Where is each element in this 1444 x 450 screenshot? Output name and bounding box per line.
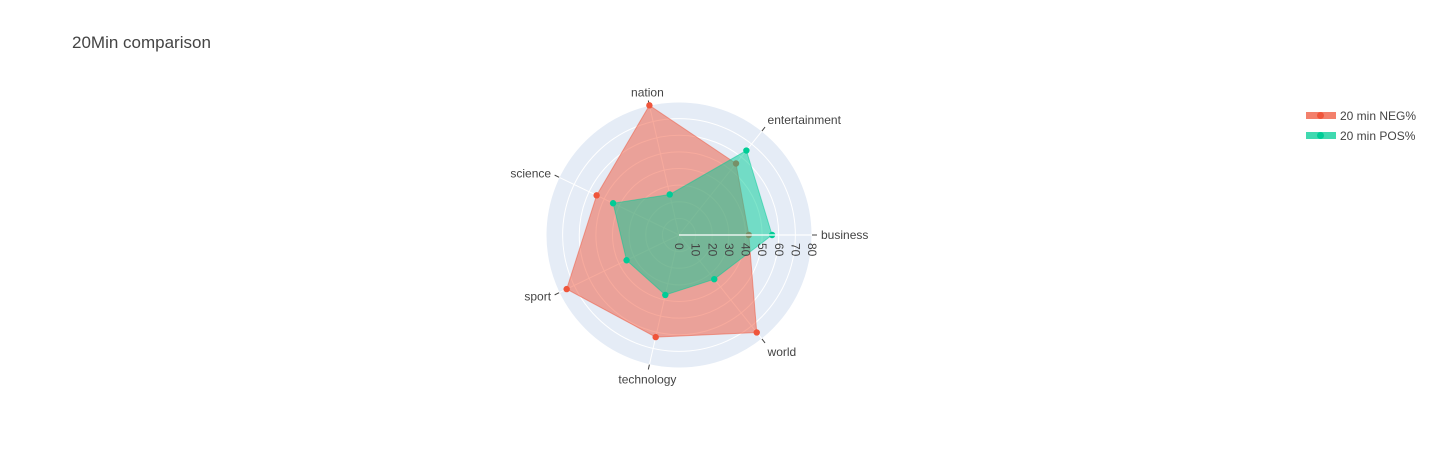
angular-tick-sport	[554, 292, 560, 296]
legend-item-pos[interactable]: 20 min POS%	[1304, 126, 1416, 146]
radial-tick-label: 30	[722, 243, 736, 257]
series-0-point-sport	[563, 285, 570, 293]
series-1-point-world	[711, 275, 718, 283]
series-0-point-technology	[652, 333, 659, 341]
category-label-sport: sport	[524, 290, 551, 304]
legend-label-pos: 20 min POS%	[1340, 129, 1416, 143]
radial-tick-label: 0	[672, 243, 686, 250]
radial-tick-label: 80	[805, 243, 819, 257]
category-label-science: science	[510, 166, 551, 180]
series-0-point-nation	[646, 102, 653, 109]
legend-item-neg[interactable]: 20 min NEG%	[1304, 106, 1416, 126]
legend-label-neg: 20 min NEG%	[1340, 109, 1417, 123]
legend-swatch-neg-icon	[1304, 106, 1336, 126]
series-1-point-entertainment	[743, 147, 750, 154]
radial-tick-label: 40	[739, 243, 753, 257]
angular-tick-world	[761, 338, 766, 344]
category-label-technology: technology	[618, 372, 676, 386]
series-area-1	[612, 149, 773, 296]
radial-tick-label: 70	[788, 243, 802, 257]
category-label-nation: nation	[631, 86, 664, 100]
legend-swatch-pos-icon	[1304, 126, 1336, 146]
category-label-world: world	[767, 345, 797, 359]
series-1-point-science	[609, 200, 617, 207]
angular-tick-entertainment	[761, 126, 766, 132]
radial-tick-label: 20	[705, 243, 719, 257]
category-label-entertainment: entertainment	[768, 113, 842, 127]
radial-tick-label: 60	[772, 243, 786, 257]
angular-tick-science	[554, 174, 560, 178]
series-1-point-technology	[662, 291, 669, 299]
series-1-point-sport	[623, 257, 630, 264]
radial-tick-label: 10	[689, 243, 703, 257]
chart-title: 20Min comparison	[72, 33, 211, 52]
series-0-point-science	[593, 192, 600, 199]
legend[interactable]: 20 min NEG% 20 min POS%	[1304, 106, 1416, 146]
series-1-point-nation	[666, 191, 673, 198]
radial-tick-label: 50	[755, 243, 769, 257]
category-label-business: business	[821, 228, 868, 242]
angular-tick-technology	[647, 364, 650, 370]
series-0-point-world	[753, 329, 760, 336]
